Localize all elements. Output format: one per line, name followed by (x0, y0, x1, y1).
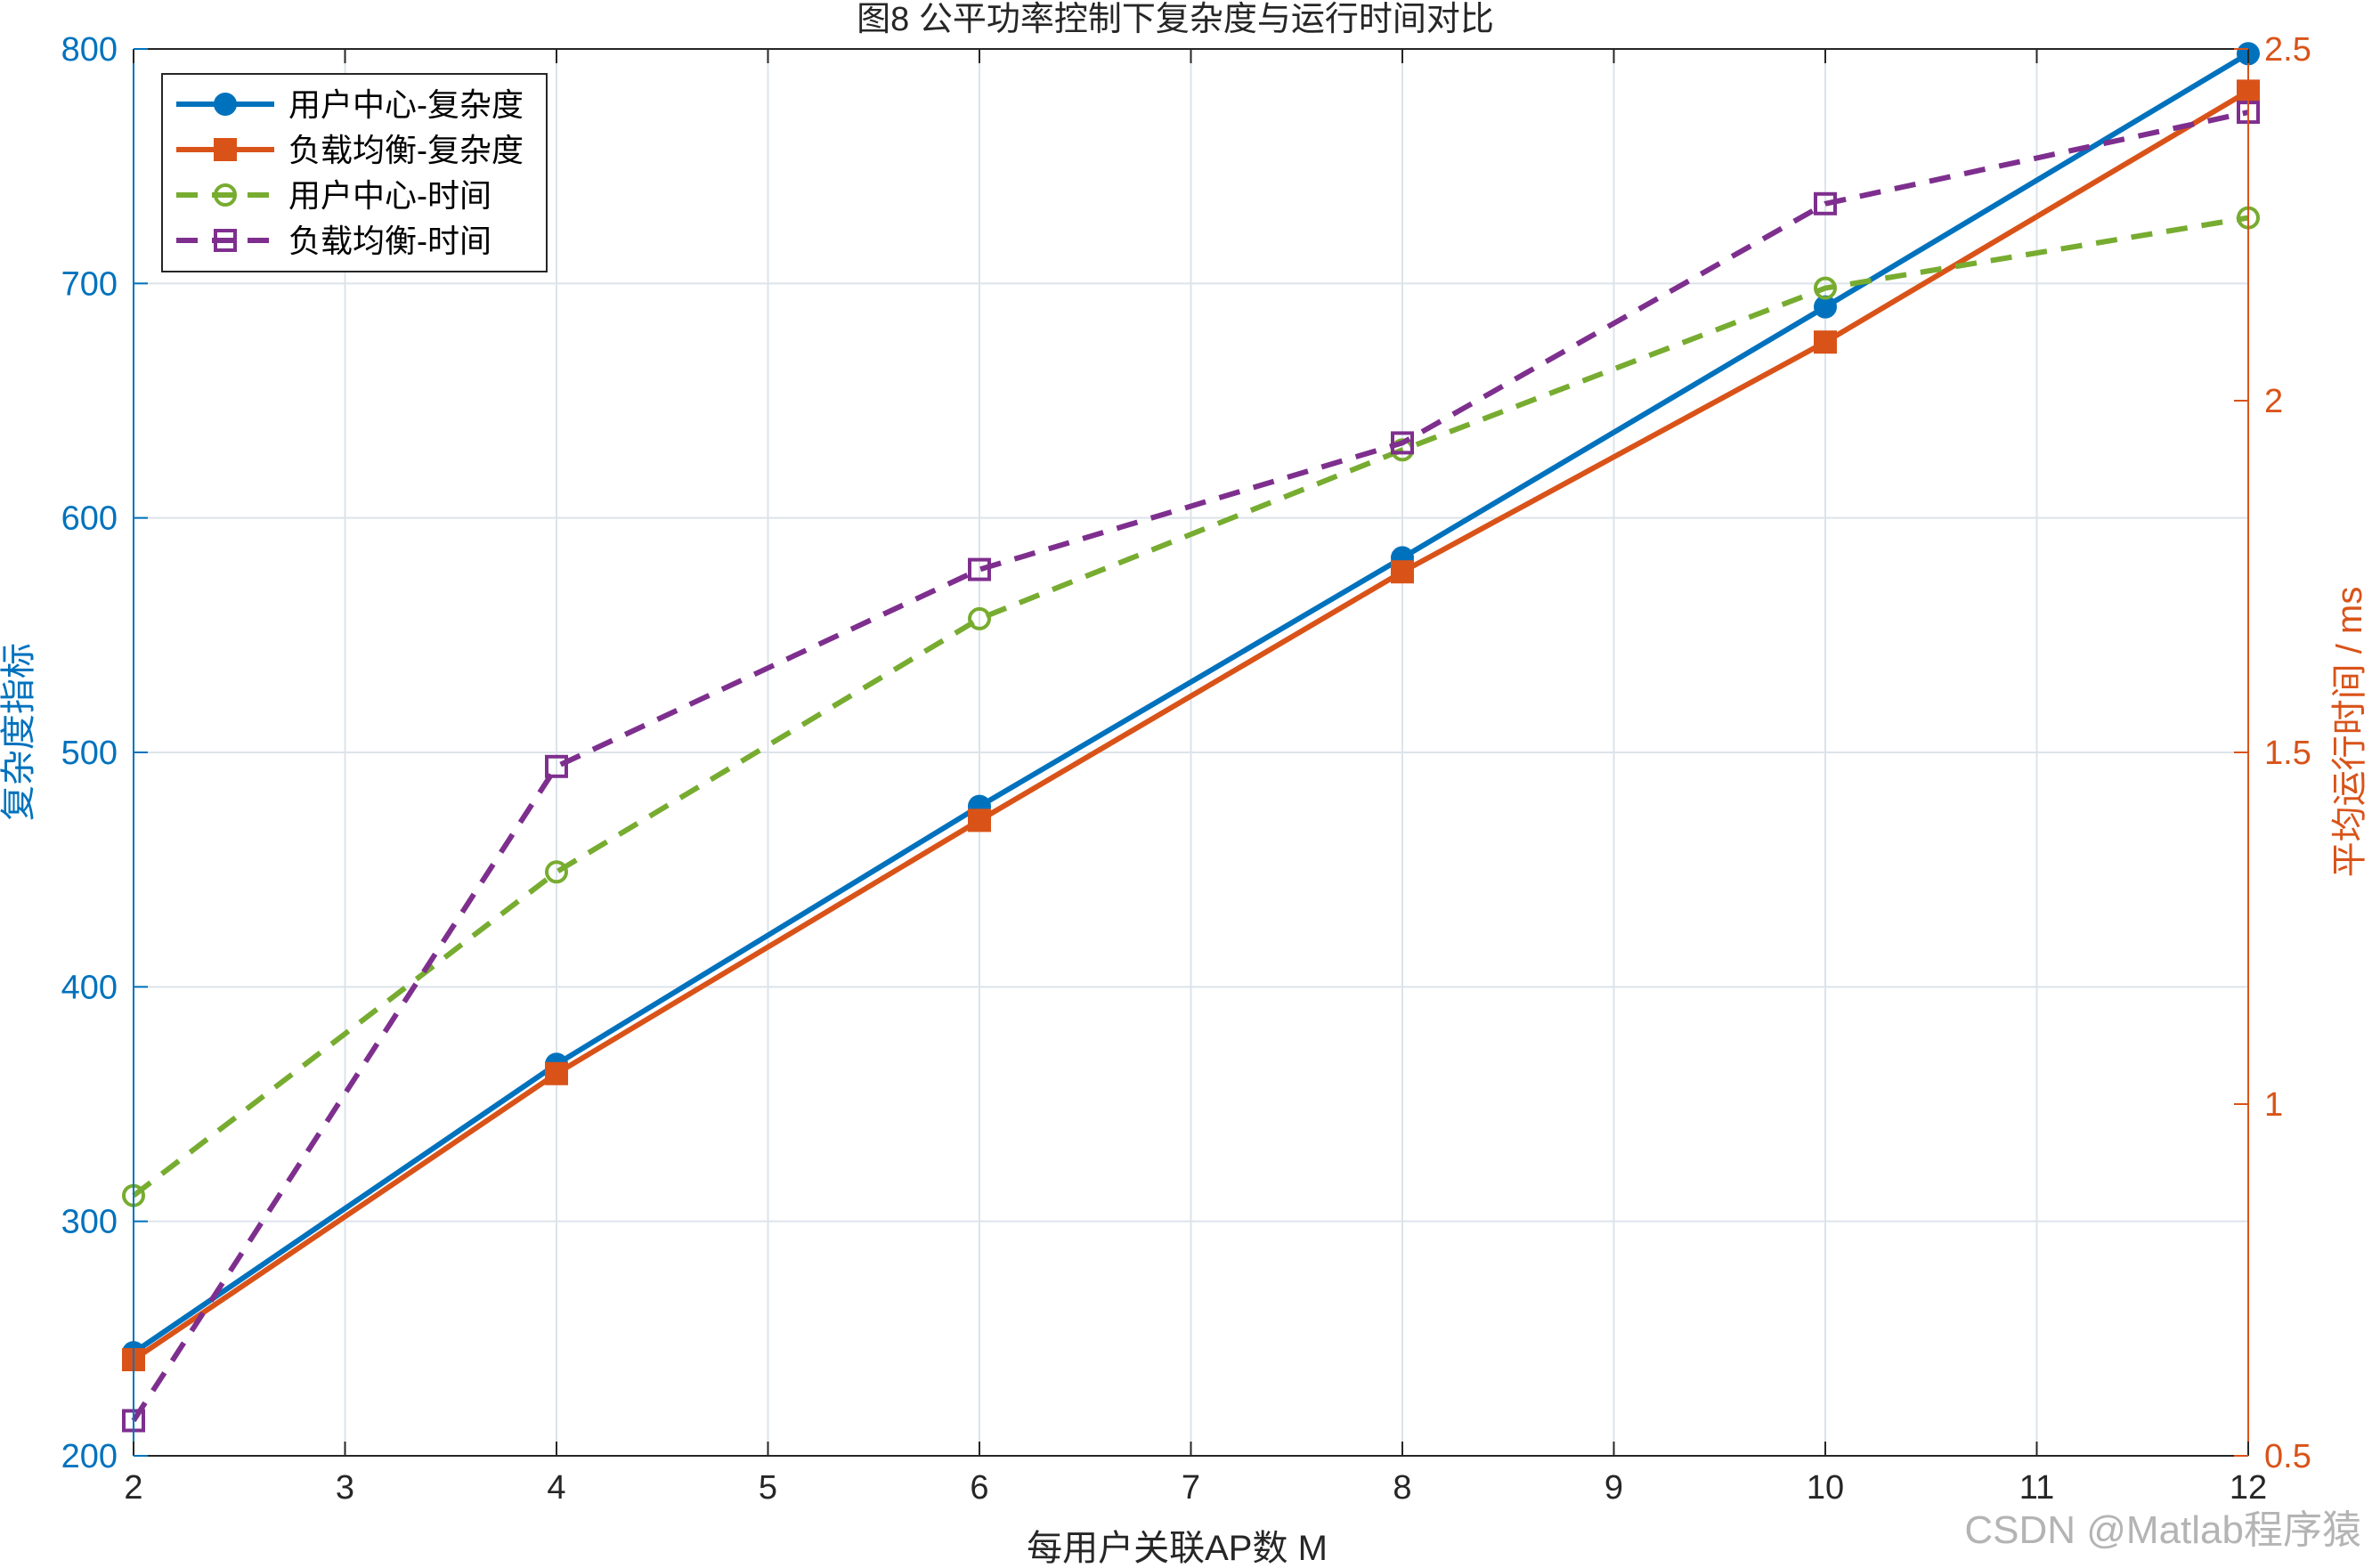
x-tick-label: 3 (336, 1469, 354, 1507)
y-left-tick-label: 600 (61, 500, 118, 538)
y-axis-right-label: 平均运行时间 / ms (2330, 587, 2369, 878)
legend-item: 负载均衡-时间 (176, 223, 491, 259)
legend-item: 负载均衡-复杂度 (176, 132, 524, 168)
data-point (968, 808, 991, 833)
legend-label: 用户中心-时间 (288, 177, 491, 214)
y-right-tick-label: 1.5 (2264, 735, 2311, 772)
series-line (132, 88, 2250, 1362)
chart-title: 图8 公平功率控制下复杂度与运行时间对比 (857, 1, 1494, 38)
x-tick-label: 2 (124, 1469, 142, 1507)
series-line (131, 110, 2249, 1423)
x-tick-label: 4 (547, 1469, 565, 1507)
x-axis-label: 每用户关联AP数 M (1027, 1529, 1328, 1568)
legend-item: 用户中心-时间 (176, 177, 491, 214)
data-point (545, 1061, 568, 1085)
x-tick-label: 10 (1807, 1469, 1844, 1507)
x-tick-label: 12 (2230, 1469, 2267, 1507)
data-point (1814, 330, 1837, 354)
y-right-tick-label: 1 (2264, 1086, 2283, 1124)
y-right-tick-label: 0.5 (2264, 1438, 2311, 1475)
x-tick-label: 11 (2019, 1469, 2054, 1507)
series-layer (122, 42, 2260, 1433)
data-point (968, 606, 991, 630)
y-left-tick-label: 500 (61, 735, 118, 772)
data-point (1391, 431, 1414, 455)
x-tick-label: 8 (1393, 1469, 1411, 1507)
x-tick-label: 9 (1604, 1469, 1623, 1507)
y-axis-left-label: 复杂度指标 (0, 643, 38, 821)
legend-label: 负载均衡-时间 (288, 223, 491, 259)
data-point (1814, 191, 1837, 215)
data-point (214, 229, 237, 252)
data-point (214, 93, 237, 116)
data-point (214, 138, 237, 161)
series-line (132, 51, 2250, 1355)
series-负载均衡-时间 (122, 101, 2260, 1433)
data-point (214, 183, 237, 207)
axes-layer: 2 3 4 5 6 7 8 9 10 11 12 200 300 400 500 600 700 800 0.5 1 1… (61, 31, 2311, 1507)
x-tick-label: 6 (970, 1469, 988, 1507)
legend-item: 用户中心-复杂度 (176, 86, 524, 123)
data-point (968, 557, 991, 581)
y-left-tick-label: 200 (61, 1438, 118, 1475)
series-line (132, 215, 2249, 1198)
legend-label: 负载均衡-复杂度 (288, 132, 524, 168)
watermark: CSDN @Matlab程序猿 (1964, 1508, 2361, 1552)
data-point (1814, 276, 1837, 300)
y-left-tick-label: 400 (61, 969, 118, 1006)
x-tick-label: 7 (1182, 1469, 1200, 1507)
legend-label: 用户中心-复杂度 (288, 86, 524, 123)
y-left-tick-label: 300 (61, 1204, 118, 1241)
y-right-tick-label: 2 (2264, 383, 2283, 420)
data-point (1391, 560, 1414, 584)
y-right-tick-label: 2.5 (2264, 31, 2311, 69)
y-left-tick-label: 800 (61, 31, 118, 69)
x-tick-label: 5 (759, 1469, 777, 1507)
data-point (545, 754, 568, 778)
y-left-tick-label: 700 (61, 265, 118, 303)
data-point (545, 860, 568, 884)
